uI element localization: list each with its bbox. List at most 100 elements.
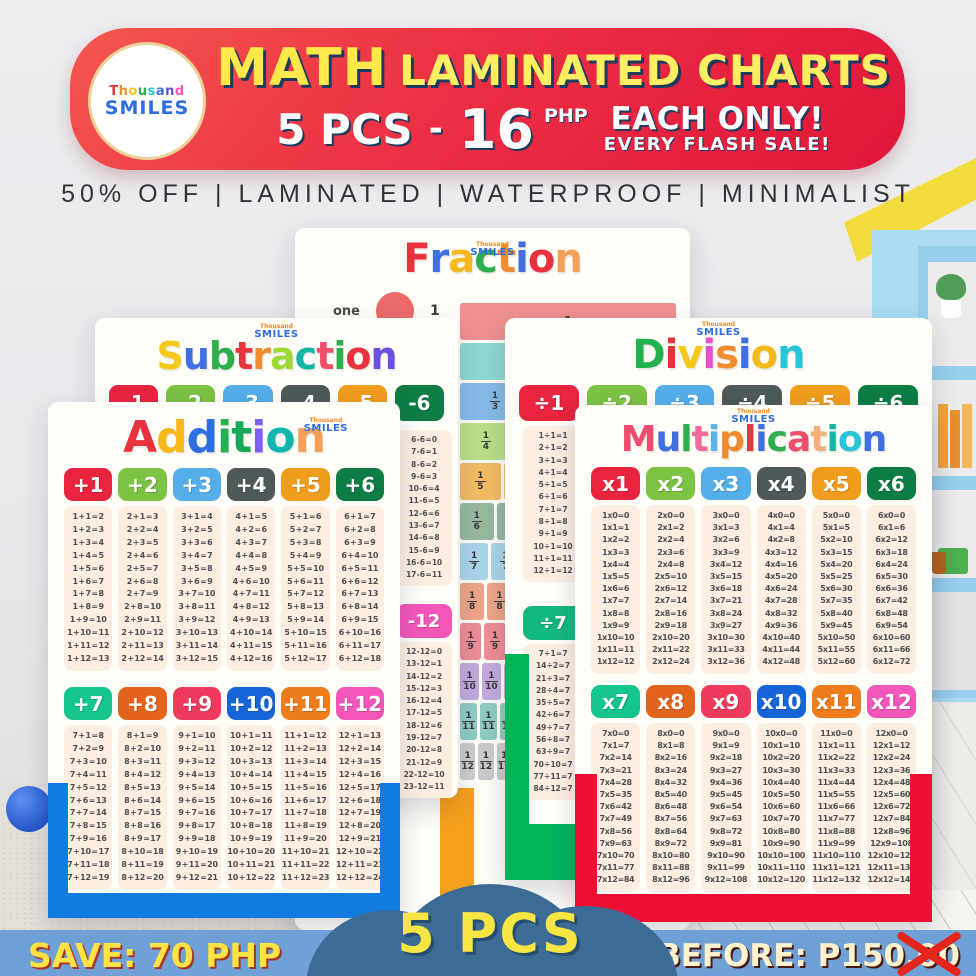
title-letter: b <box>208 334 236 378</box>
title-letter: i <box>737 332 752 378</box>
equation: 7 x 12 = 84 <box>596 875 635 885</box>
equation: 7 ÷ 1 = 7 <box>538 504 568 514</box>
banner-title-rest: LAMINATED CHARTS <box>399 45 891 95</box>
equation: 12 + 1 = 13 <box>338 731 381 740</box>
equation: 5 x 9 = 45 <box>820 620 853 630</box>
equation-list: 9 + 1 = 10 9 + 2 = 11 9 + 3 = 12 9 + 4 = 13… <box>172 725 221 890</box>
equation: 5 x 5 = 25 <box>820 572 853 582</box>
equation: 4 + 10 = 14 <box>230 628 273 638</box>
promo-banner: Thousand SMILES MATH LAMINATED CHARTS 5 … <box>70 28 905 170</box>
equation: 6 x 8 = 48 <box>875 608 908 618</box>
equation: 7 x 11 = 77 <box>596 863 635 873</box>
equation: 3 x 4 = 12 <box>709 559 743 569</box>
operation-badge: +9 <box>172 687 221 720</box>
equation: 12 x 3 = 36 <box>872 765 911 775</box>
equation-list: 8 + 1 = 9 8 + 2 = 10 8 + 3 = 11 8 + 4 = 12 8… <box>118 725 167 890</box>
equation: 9 x 12 = 108 <box>704 875 748 885</box>
equation: 8 + 9 = 17 <box>124 834 161 844</box>
equation: 5 x 2 = 10 <box>820 535 853 545</box>
title-letter: a <box>270 334 296 378</box>
equation: 5 x 4 = 20 <box>820 559 853 569</box>
equation: 5 + 7 = 12 <box>287 589 324 599</box>
equation: 8 x 3 = 24 <box>654 765 688 775</box>
equation: 9 + 3 = 12 <box>178 756 216 766</box>
table-column: x11 11 x 0 = 0 11 x 1 = 11 11 x 2 = 22 11 x … <box>811 685 861 892</box>
equation-list: 7 ÷ 1 = 7 14 ÷ 2 = 7 21 ÷ 3 = 7 28 ÷ 4 = 7 3… <box>523 644 583 800</box>
fraction-word-label: one <box>333 303 361 319</box>
equation: 10 + 2 = 12 <box>230 743 273 753</box>
equation: 7 + 3 = 10 <box>69 756 107 766</box>
equation: 12 - 6 = 6 <box>408 508 440 518</box>
title-letter: i <box>515 236 529 282</box>
equation: 2 + 6 = 8 <box>126 576 159 586</box>
equation: 12 x 8 = 96 <box>872 826 911 836</box>
equation: 77 ÷ 11 = 7 <box>533 771 573 781</box>
equation-list: 6 x 0 = 0 6 x 1 = 6 6 x 2 = 12 6 x 3 = 18 6 … <box>866 505 917 674</box>
blue-ball <box>6 786 52 832</box>
title-letter: t <box>316 334 334 378</box>
title-letter: n <box>294 412 326 463</box>
title-letter: o <box>750 332 779 378</box>
equation: 10 + 12 = 22 <box>227 872 275 882</box>
equation: 9 + 12 = 21 <box>175 872 218 882</box>
equation-list: 9 x 0 = 0 9 x 1 = 9 9 x 2 = 18 9 x 3 = 27 9 … <box>701 723 751 892</box>
equation: 4 + 9 = 13 <box>232 615 270 625</box>
equation: 1 + 2 = 3 <box>72 524 104 534</box>
title-letter: n <box>165 83 175 99</box>
equation: 8 x 9 = 72 <box>654 838 688 848</box>
equation-list: 3 x 0 = 0 3 x 1 = 3 3 x 2 = 6 3 x 3 = 9 3 x … <box>701 505 751 674</box>
equation: 9 x 4 = 36 <box>709 777 743 787</box>
title-letter: o <box>128 83 138 99</box>
equation: 9 x 7 = 63 <box>709 814 743 824</box>
equation: 7 + 9 = 16 <box>69 834 107 844</box>
equation: 2 + 9 = 11 <box>124 615 161 625</box>
title-letter: i <box>707 419 720 460</box>
equation: 16 - 6 = 10 <box>406 557 442 567</box>
equation: 12 x 12 = 144 <box>867 875 916 885</box>
equation: 10 + 10 = 20 <box>227 847 275 857</box>
equation: 6 + 1 = 7 <box>344 512 376 521</box>
equation: 11 x 5 = 55 <box>817 790 856 800</box>
brand-line1: Thousand <box>476 241 509 248</box>
equation: 9 + 8 = 17 <box>178 821 216 831</box>
equation: 1 x 9 = 9 <box>602 620 630 630</box>
equation: 3 x 10 = 30 <box>707 633 745 643</box>
equation: 10 x 8 = 80 <box>762 826 800 836</box>
equation: 4 x 3 = 12 <box>765 547 798 557</box>
operation-badge: x9 <box>701 685 751 718</box>
equation: 9 + 10 = 19 <box>175 847 218 857</box>
equation: 2 x 8 = 16 <box>654 608 688 618</box>
equation: 8 x 11 = 88 <box>652 863 690 873</box>
equation: 4 + 1 = 5 <box>235 512 267 521</box>
equation: 11 x 3 = 33 <box>817 765 856 775</box>
equation: 10 x 3 = 30 <box>762 765 800 775</box>
brand-line2: SMILES <box>470 247 515 258</box>
equation: 11 x 9 = 99 <box>817 838 856 848</box>
equation: 11 + 3 = 14 <box>284 756 327 766</box>
operation-badge: x2 <box>646 467 696 500</box>
equation: 11 x 10 = 110 <box>812 851 861 861</box>
operation-badge: x7 <box>591 685 641 718</box>
equation: 7 x 4 = 28 <box>599 777 633 787</box>
equation: 5 ÷ 1 = 5 <box>538 480 568 490</box>
title-letter: l <box>743 419 756 460</box>
banner-title-math: MATH <box>216 37 388 98</box>
equation: 10 x 11 = 110 <box>757 863 806 873</box>
equation: 1 ÷ 1 = 1 <box>538 431 568 440</box>
title-letter: t <box>496 236 516 282</box>
title-letter: S <box>156 334 183 378</box>
subtraction-column-minus12: -12 12 - 12 = 0 13 - 12 = 1 14 - 12 = 2 15 -… <box>396 604 452 798</box>
equation: 4 x 6 = 24 <box>765 584 798 594</box>
equation: 9 ÷ 1 = 9 <box>538 529 568 539</box>
equation: 8 x 0 = 0 <box>657 729 685 738</box>
equation: 1 x 10 = 10 <box>596 633 635 643</box>
equation: 5 x 12 = 60 <box>817 657 856 667</box>
equation: 10 x 2 = 20 <box>762 753 800 763</box>
title-letter: i <box>755 419 767 460</box>
